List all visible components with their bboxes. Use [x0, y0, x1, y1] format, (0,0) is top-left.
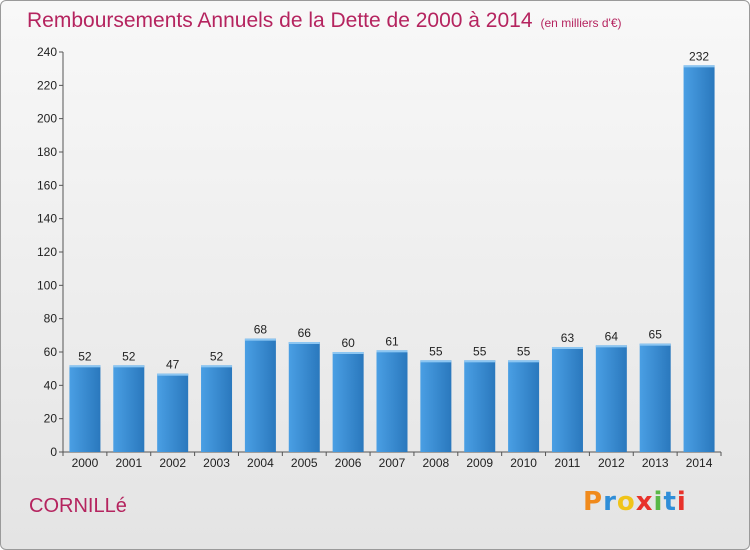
bar-top	[376, 350, 408, 353]
bar	[201, 365, 233, 452]
bar-top	[595, 345, 627, 348]
bar	[288, 342, 320, 452]
logo-letter: t	[663, 487, 677, 517]
x-tick-label: 2006	[335, 456, 362, 470]
bar	[464, 360, 496, 452]
x-tick-label: 2005	[291, 456, 318, 470]
chart-title: Remboursements Annuels de la Dette de 20…	[27, 9, 622, 33]
bar	[244, 338, 276, 452]
x-tick-label: 2000	[72, 456, 99, 470]
bar-top	[332, 352, 364, 354]
data-label: 52	[78, 349, 92, 363]
bar-top	[244, 338, 276, 341]
bars	[69, 65, 715, 452]
bar-top	[201, 365, 233, 368]
bar	[508, 360, 540, 452]
data-label: 63	[561, 331, 575, 345]
bar-top	[639, 343, 671, 346]
y-tick-label: 140	[37, 212, 57, 226]
y-tick-label: 100	[37, 278, 57, 292]
bar-top	[157, 373, 189, 376]
data-label: 52	[210, 349, 224, 363]
logo-letter: i	[676, 487, 687, 517]
bar	[332, 352, 364, 452]
bar-top	[69, 365, 101, 368]
bar-top	[113, 365, 145, 368]
x-tick-label: 2008	[423, 456, 450, 470]
data-label: 68	[254, 323, 268, 337]
x-tick-label: 2002	[159, 456, 186, 470]
logo-letter: x	[635, 487, 654, 517]
logo-letter: r	[603, 487, 617, 517]
y-tick-label: 220	[37, 78, 57, 92]
data-label: 64	[605, 329, 619, 343]
y-tick-label: 0	[50, 445, 57, 459]
logo-letter: i	[653, 487, 664, 517]
bar	[157, 373, 189, 452]
data-label: 52	[122, 349, 136, 363]
bar	[69, 365, 101, 452]
y-tick-label: 200	[37, 112, 57, 126]
y-tick-label: 80	[44, 312, 58, 326]
data-label: 66	[298, 326, 312, 340]
bar	[551, 347, 583, 452]
y-tick-label: 160	[37, 178, 57, 192]
bar-top	[420, 360, 452, 363]
data-label: 65	[649, 328, 663, 342]
y-axis: 0 20 40 60 80 100 120 140 160 180 200 220 240	[37, 45, 64, 459]
y-tick-label: 20	[44, 412, 58, 426]
bar-top	[683, 65, 715, 68]
x-tick-label: 2001	[115, 456, 142, 470]
chart-title-text: Remboursements Annuels de la Dette de 20…	[27, 9, 533, 32]
x-tick-label: 2014	[686, 456, 713, 470]
y-tick-label: 120	[37, 245, 57, 259]
bar-top	[508, 360, 540, 363]
data-label: 61	[385, 334, 399, 348]
commune-name: CORNILLé	[29, 495, 127, 517]
y-tick-label: 240	[37, 45, 57, 59]
bar	[376, 350, 408, 452]
bar-top	[464, 360, 496, 363]
bar	[595, 345, 627, 452]
y-tick-label: 60	[44, 345, 58, 359]
bar	[683, 65, 715, 452]
logo-letter: o	[616, 487, 636, 517]
chart-unit: (en milliers d'€)	[540, 16, 622, 30]
proxiti-logo: Proxiti	[583, 487, 687, 517]
x-axis: 2000 2001 2002 2003 2004 2005 2006 2007 2008 2009…	[62, 451, 722, 470]
bar-top	[551, 347, 583, 349]
x-tick-label: 2007	[379, 456, 406, 470]
y-tick-label: 40	[44, 378, 58, 392]
data-label: 232	[689, 49, 709, 63]
data-label: 55	[517, 344, 531, 358]
bar	[420, 360, 452, 452]
bar	[113, 365, 145, 452]
y-tick-label: 180	[37, 145, 57, 159]
x-tick-label: 2004	[247, 456, 274, 470]
x-tick-label: 2012	[598, 456, 625, 470]
x-tick-label: 2009	[466, 456, 493, 470]
bar-top	[288, 342, 320, 344]
x-tick-label: 2013	[642, 456, 669, 470]
data-label: 60	[341, 336, 355, 350]
logo-letter: P	[583, 487, 604, 517]
data-labels: 52 52 47 52 68 66 60 61 55 55 55 63 64 65 232	[78, 49, 709, 371]
data-label: 55	[429, 344, 443, 358]
data-label: 47	[166, 358, 180, 372]
x-tick-label: 2003	[203, 456, 230, 470]
x-tick-label: 2010	[510, 456, 537, 470]
data-label: 55	[473, 344, 487, 358]
x-tick-label: 2011	[555, 456, 581, 470]
bar	[639, 343, 671, 452]
